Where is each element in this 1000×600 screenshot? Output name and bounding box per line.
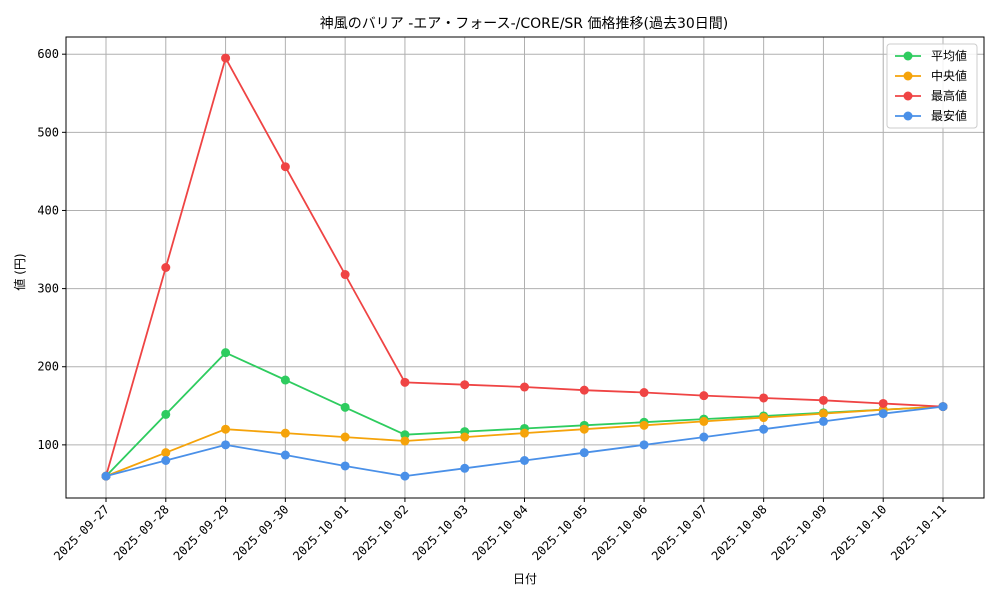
- data-point: [400, 471, 410, 481]
- x-tick-label: 2025-09-28: [111, 502, 172, 563]
- data-point: [400, 377, 410, 387]
- legend-label: 最安値: [931, 108, 967, 123]
- x-tick-label: 2025-10-02: [350, 502, 411, 563]
- data-point: [161, 263, 171, 272]
- data-point: [221, 440, 231, 450]
- data-point: [759, 413, 769, 423]
- legend-marker: [903, 51, 913, 61]
- legend-marker: [903, 71, 913, 81]
- y-tick-label: 600: [37, 47, 59, 61]
- data-point: [460, 432, 470, 442]
- data-point: [579, 424, 589, 434]
- x-tick-label: 2025-09-27: [51, 502, 112, 563]
- legend-frame: [886, 43, 978, 129]
- legend-item: 中央値: [895, 68, 967, 83]
- data-point: [520, 455, 529, 465]
- data-point: [639, 440, 649, 450]
- legend-marker: [903, 91, 913, 101]
- data-point: [221, 53, 231, 63]
- data-point: [340, 461, 350, 471]
- y-tick-label: 300: [37, 282, 59, 296]
- data-point: [221, 348, 231, 358]
- data-point: [818, 409, 828, 419]
- chart-title: 神風のバリア -エア・フォース-/CORE/SR 価格推移(過去30日間): [320, 16, 728, 32]
- legend-marker: [903, 111, 913, 121]
- data-point: [878, 409, 888, 419]
- grid: [66, 37, 984, 498]
- x-tick-label: 2025-10-06: [589, 502, 650, 563]
- data-point: [818, 416, 828, 426]
- x-tick-label: 2025-10-11: [888, 502, 949, 563]
- data-point: [340, 402, 350, 412]
- legend-label: 中央値: [931, 68, 967, 83]
- data-point: [161, 455, 171, 465]
- y-axis-label: 値 (円): [12, 253, 27, 290]
- data-point: [400, 436, 410, 446]
- series-4: [101, 402, 948, 481]
- x-tick-label: 2025-10-05: [529, 502, 590, 563]
- data-point: [699, 391, 709, 401]
- data-point: [938, 402, 948, 412]
- data-point: [579, 448, 589, 458]
- data-point: [579, 385, 589, 395]
- data-point: [460, 380, 470, 390]
- y-tick-label: 200: [37, 360, 59, 374]
- data-point: [639, 388, 649, 398]
- data-point: [818, 395, 828, 405]
- legend-item: 最高値: [895, 88, 967, 103]
- data-point: [759, 424, 769, 434]
- data-point: [340, 432, 350, 442]
- data-point: [520, 428, 529, 438]
- legend-item: 最安値: [895, 108, 967, 123]
- data-point: [460, 463, 470, 473]
- x-axis: 2025-09-272025-09-282025-09-292025-09-30…: [51, 498, 949, 563]
- x-tick-label: 2025-10-01: [290, 502, 351, 563]
- x-tick-label: 2025-10-03: [410, 502, 471, 563]
- data-point: [161, 448, 171, 458]
- data-point: [101, 471, 111, 481]
- data-point: [161, 409, 171, 419]
- legend-label: 最高値: [931, 88, 967, 103]
- x-tick-label: 2025-10-04: [470, 502, 531, 563]
- data-point: [280, 375, 290, 385]
- y-axis: 100 200 300 400 500 600: [37, 47, 66, 452]
- data-point: [699, 432, 709, 442]
- legend-label: 平均値: [931, 48, 967, 63]
- data-point: [340, 270, 350, 280]
- data-point: [280, 450, 290, 460]
- data-point: [520, 382, 529, 392]
- x-tick-label: 2025-10-08: [709, 502, 770, 563]
- y-tick-label: 400: [37, 203, 59, 217]
- x-tick-label: 2025-10-09: [769, 502, 830, 563]
- x-tick-label: 2025-09-29: [171, 502, 232, 563]
- x-axis-label: 日付: [513, 572, 537, 586]
- y-tick-label: 100: [37, 438, 59, 452]
- data-point: [639, 420, 649, 430]
- data-point: [280, 162, 290, 172]
- data-point: [699, 416, 709, 426]
- data-point: [221, 424, 231, 434]
- legend-item: 平均値: [895, 48, 967, 63]
- series-3: [101, 53, 948, 481]
- x-tick-label: 2025-09-30: [230, 502, 291, 563]
- data-point: [759, 393, 769, 403]
- data-point: [280, 428, 290, 438]
- x-tick-label: 2025-10-10: [828, 502, 889, 563]
- series-layer: [101, 53, 948, 481]
- x-tick-label: 2025-10-07: [649, 502, 710, 563]
- data-point: [400, 430, 410, 440]
- data-point: [878, 398, 888, 408]
- y-tick-label: 500: [37, 125, 59, 139]
